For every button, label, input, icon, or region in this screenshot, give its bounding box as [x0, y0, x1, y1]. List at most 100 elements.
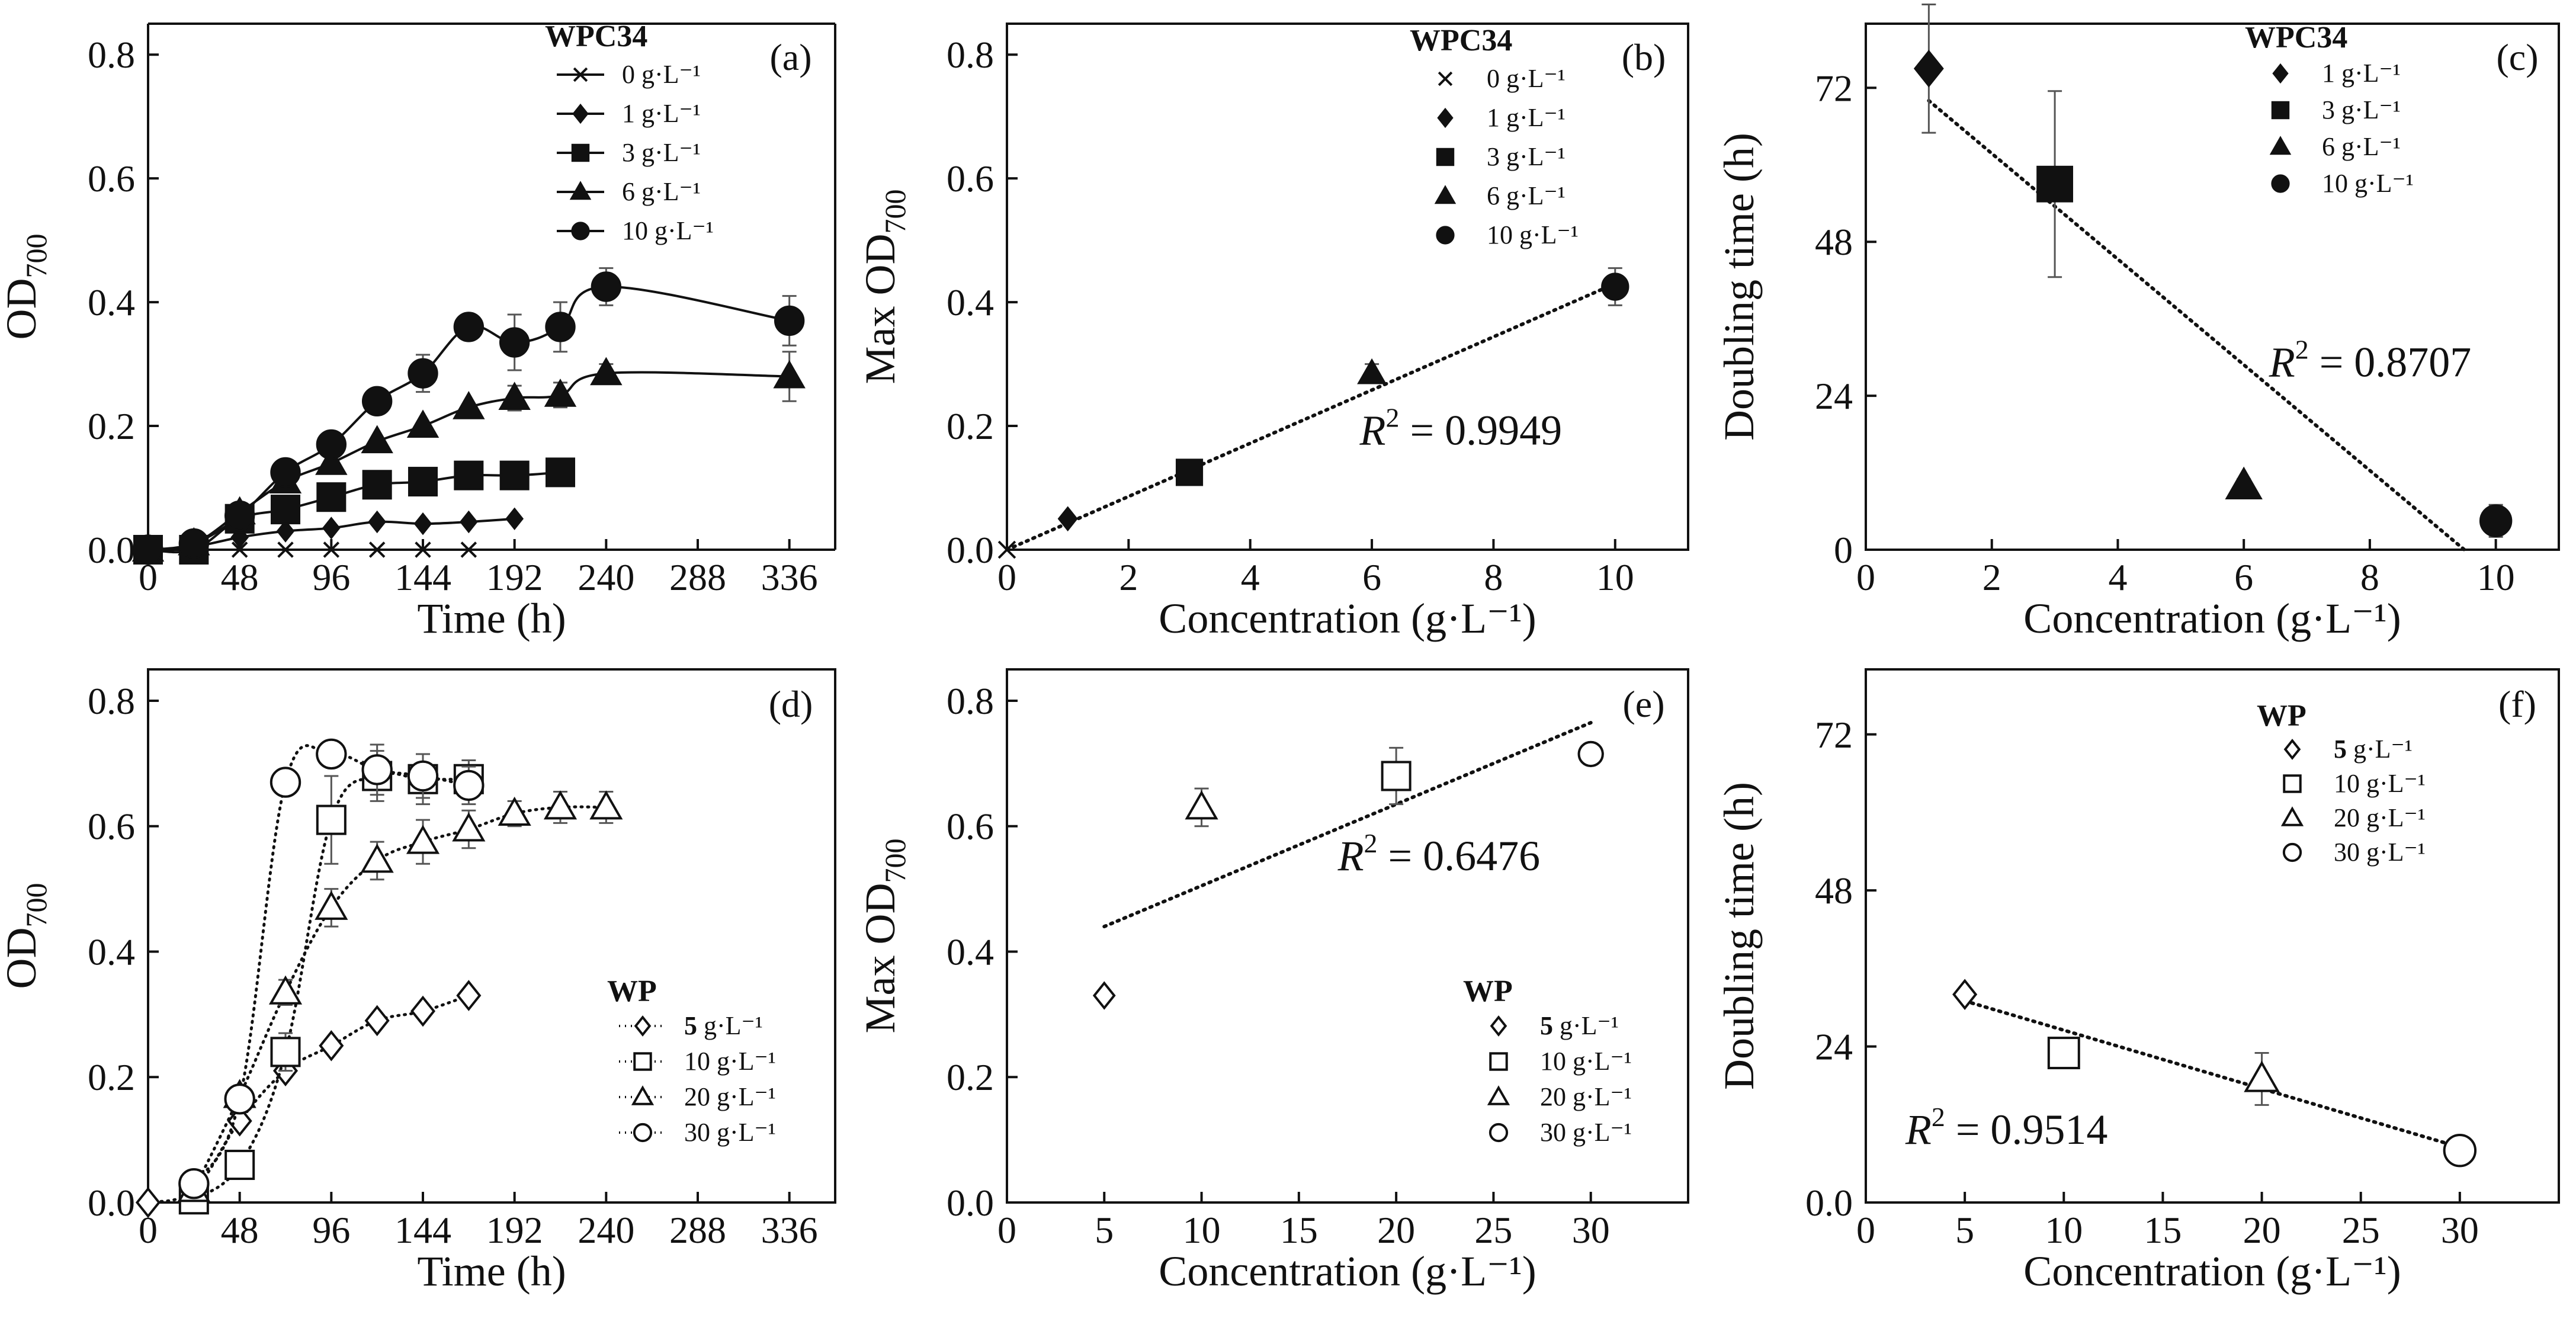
data-point — [276, 520, 295, 543]
legend-marker — [571, 222, 590, 240]
data-point — [499, 460, 530, 490]
data-point — [362, 470, 392, 500]
data-point — [590, 357, 623, 386]
panel-label: (e) — [1622, 683, 1664, 725]
data-point — [453, 312, 485, 342]
data-point — [408, 358, 438, 389]
data-point — [2244, 1060, 2280, 1092]
legend-marker — [1490, 1015, 1507, 1037]
series-c-1 — [2036, 90, 2073, 278]
data-point — [2047, 1037, 2080, 1070]
r2-symbol: R — [2269, 339, 2295, 386]
y-tick-label: 0.8 — [947, 680, 994, 722]
y-tick-label: 0.8 — [88, 680, 135, 722]
y-tick-label: 24 — [1815, 375, 1853, 417]
r2-annotation: R2 = 0.9514 — [1905, 1102, 2108, 1153]
x-tick-label: 6 — [1362, 556, 1381, 598]
x-tick-label: 192 — [486, 1209, 543, 1251]
fit-line — [1005, 281, 1617, 551]
legend-marker — [631, 1085, 655, 1105]
data-point — [773, 360, 806, 389]
x-tick-label: 20 — [2243, 1209, 2281, 1251]
legend-a: WPC34 0 g·L⁻¹ 1 g·L⁻¹ 3 g·L⁻¹ 6 g·L⁻¹ 10 g·L⁻… — [545, 20, 714, 245]
legend-label: 20 g·L⁻¹ — [684, 1082, 776, 1111]
y-tick-label: 0.6 — [88, 158, 135, 200]
legend-marker — [2271, 101, 2290, 120]
panel-label: (a) — [769, 36, 811, 78]
data-point — [178, 1168, 210, 1200]
legend-label: 10 g·L⁻¹ — [1540, 1047, 1632, 1076]
y-axis-title: Doubling time (h) — [1715, 133, 1763, 441]
data-point — [545, 312, 576, 342]
data-point — [408, 467, 438, 497]
x-tick-label: 336 — [761, 556, 818, 598]
data-point — [364, 1005, 390, 1037]
legend-b: WPC34 0 g·L⁻¹ 1 g·L⁻¹ 3 g·L⁻¹ 6 g·L⁻¹ 10 g·L⁻… — [1410, 24, 1579, 249]
data-point — [1913, 50, 1944, 88]
data-point — [322, 517, 341, 540]
data-point — [2225, 466, 2263, 500]
data-point — [415, 541, 431, 558]
series-f-3 — [2443, 1133, 2477, 1168]
y-tick-label: 0.2 — [88, 405, 135, 447]
y-axis-title: OD700 — [0, 234, 53, 340]
panel-label: (f) — [2498, 683, 2536, 725]
legend-marker — [634, 1015, 652, 1037]
data-point — [316, 804, 347, 835]
data-point — [410, 995, 436, 1027]
data-point — [453, 769, 485, 801]
legend-label-rest: g·L⁻¹ — [1553, 1011, 1619, 1040]
x-tick-label: 20 — [1377, 1209, 1415, 1251]
data-point — [452, 812, 486, 842]
y-tick-label: 72 — [1815, 714, 1853, 756]
x-tick-label: 2 — [1982, 556, 2001, 598]
x-tick-label: 15 — [2144, 1209, 2182, 1251]
data-point — [459, 510, 478, 534]
data-point — [406, 409, 440, 438]
legend-label: 30 g·L⁻¹ — [684, 1118, 776, 1147]
x-tick-label: 2 — [1119, 556, 1138, 598]
data-point — [178, 528, 210, 559]
data-point — [360, 844, 394, 873]
y-tick-label: 0.0 — [947, 529, 994, 571]
data-point — [368, 541, 386, 558]
data-point — [316, 738, 347, 770]
series-d-3 — [178, 738, 485, 1200]
x-axis-title: Concentration (g·L⁻¹) — [1159, 1248, 1536, 1295]
legend-marker — [2282, 842, 2302, 862]
x-tick-label: 288 — [669, 1209, 726, 1251]
series-d-2 — [177, 790, 623, 1202]
data-point — [1175, 458, 1204, 486]
series-f-1 — [2047, 1037, 2080, 1070]
x-axis-title: Concentration (g·L⁻¹) — [1159, 595, 1536, 642]
y-tick-label: 0.2 — [947, 405, 994, 447]
data-point — [589, 790, 623, 820]
data-point — [406, 825, 440, 854]
legend-marker — [1437, 107, 1454, 129]
r2-superscript: 2 — [1386, 402, 1400, 432]
x-tick-label: 48 — [221, 556, 259, 598]
y-tick-label: 0.0 — [947, 1182, 994, 1224]
r2-value: = 0.9949 — [1400, 406, 1563, 454]
legend-label-bold: 5 — [2334, 735, 2347, 764]
x-axis-title: Concentration (g·L⁻¹) — [2023, 595, 2401, 642]
series-e-1 — [1381, 746, 1411, 806]
data-point — [316, 429, 347, 460]
x-tick-label: 25 — [1474, 1209, 1512, 1251]
y-tick-label: 0.6 — [88, 806, 135, 848]
fit-line — [1102, 721, 1593, 929]
legend-label: 5 g·L⁻¹ — [1540, 1011, 1619, 1040]
x-tick-label: 5 — [1095, 1209, 1114, 1251]
x-tick-label: 4 — [1241, 556, 1260, 598]
y-axis-title-subscript: 700 — [20, 234, 53, 278]
legend-f: WP 5 g·L⁻¹ 10 g·L⁻¹ 20 g·L⁻¹ 30 g·L⁻¹ — [2257, 699, 2426, 867]
legend-label: 20 g·L⁻¹ — [2334, 803, 2426, 832]
series-line — [147, 471, 562, 554]
r2-annotation: R2 = 0.6476 — [1337, 828, 1541, 880]
legend-label-bold: 5 — [684, 1011, 697, 1040]
data-point — [1357, 358, 1387, 384]
data-point — [2443, 1133, 2477, 1168]
